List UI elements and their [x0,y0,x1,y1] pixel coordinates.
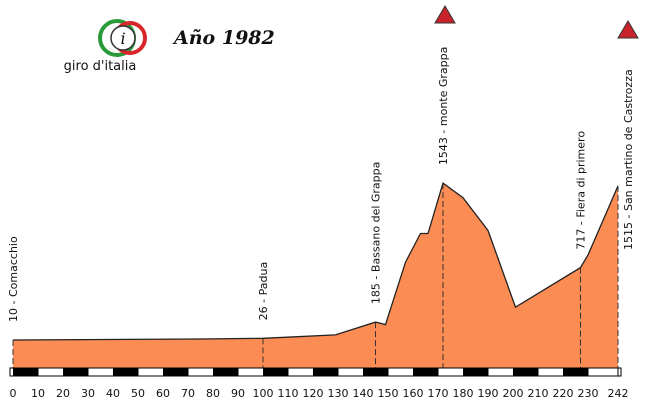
x-tick-label: 0 [10,387,17,400]
axis-block [363,368,388,376]
x-tick-label: 160 [403,387,424,400]
x-tick-label: 190 [478,387,499,400]
axis-block [563,368,588,376]
x-tick-label: 220 [553,387,574,400]
x-tick-label: 90 [231,387,245,400]
x-tick-label: 170 [428,387,449,400]
x-tick-label: 150 [378,387,399,400]
x-tick-label: 20 [56,387,70,400]
axis-block [413,368,438,376]
x-tick-label: 130 [328,387,349,400]
x-tick-label: 60 [156,387,170,400]
place-label: 1515 - San martino de Castrozza [622,69,635,250]
axis-block [313,368,338,376]
axis-block [263,368,288,376]
logo-ring [110,25,136,51]
x-tick-label: 180 [453,387,474,400]
x-tick-label: 40 [106,387,120,400]
axis-block [13,368,38,376]
axis-block [163,368,188,376]
x-tick-label: 242 [608,387,629,400]
logo-letter: i [120,29,125,48]
profile-line [12,182,619,341]
x-tick-label: 80 [206,387,220,400]
x-tick-label: 140 [353,387,374,400]
mountain-triangle [434,5,456,24]
place-label: 717 - Fiera di primero [575,131,588,250]
mountain-icon [434,5,639,39]
axis-block [113,368,138,376]
x-tick-label: 110 [278,387,299,400]
axis-block [463,368,488,376]
axis-block [213,368,238,376]
x-tick-label: 210 [528,387,549,400]
logo-text: giro d'italia [64,59,137,74]
area [13,183,618,368]
mountain-triangle [617,20,639,39]
x-tick-label: 120 [303,387,324,400]
logo: i giro d'italia [64,19,147,74]
x-tick-label: 50 [131,387,145,400]
chart-title: Año 1982 [172,27,275,49]
place-label: 1543 - monte Grappa [437,47,450,165]
x-tick-label: 200 [503,387,524,400]
x-tick-label: 230 [578,387,599,400]
axis-block [63,368,88,376]
place-label: 26 - Padua [257,262,270,321]
place-label: 10 - Comacchio [7,236,20,322]
place-label: 185 - Bassano del Grappa [370,162,383,304]
x-tick-label: 70 [181,387,195,400]
axis-block [513,368,538,376]
x-tick-label: 30 [81,387,95,400]
x-tick-label: 10 [31,387,45,400]
x-tick-label: 100 [253,387,274,400]
